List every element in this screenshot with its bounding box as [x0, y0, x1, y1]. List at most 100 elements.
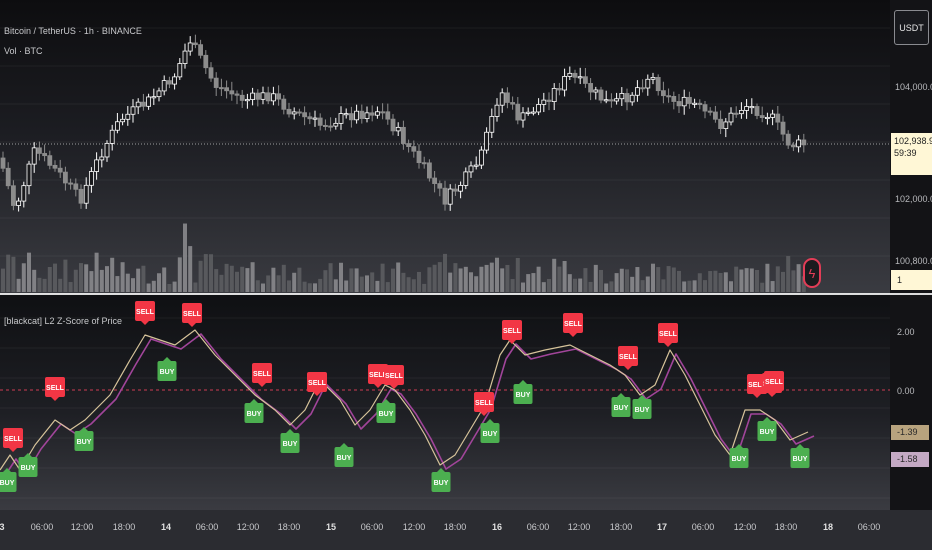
svg-text:BUY: BUY: [283, 441, 298, 448]
time-tick: 12:00: [733, 522, 757, 532]
candle-body: [406, 143, 412, 147]
time-tick: 17: [656, 522, 668, 532]
candle-body: [156, 90, 162, 98]
svg-text:BUY: BUY: [434, 480, 449, 487]
time-axis[interactable]: [0, 510, 932, 550]
candle-body: [296, 111, 302, 114]
volume-bar: [775, 266, 780, 292]
candle-body: [364, 112, 370, 119]
svg-text:BUY: BUY: [483, 431, 498, 438]
candle-body: [374, 111, 380, 116]
time-tick: 06:00: [30, 522, 54, 532]
candle-body: [661, 90, 666, 97]
candle-body: [426, 162, 432, 179]
candle-body: [140, 101, 146, 107]
buy-signal: BUY: [431, 468, 451, 492]
candle-body: [494, 104, 500, 117]
candle-body: [780, 121, 786, 135]
candle-body: [307, 116, 313, 120]
volume-bar: [489, 262, 494, 292]
volume-bar: [765, 263, 770, 292]
buy-signal: BUY: [280, 429, 300, 453]
volume-bar: [131, 278, 135, 292]
time-tick: 12:00: [70, 522, 94, 532]
volume-bar: [692, 280, 697, 292]
volume-bar: [671, 267, 676, 292]
svg-text:SELL: SELL: [253, 371, 272, 378]
time-tick: 06:00: [195, 522, 219, 532]
volume-bar: [120, 262, 125, 292]
volume-bar: [16, 278, 21, 292]
volume-bar: [297, 267, 302, 292]
candle-body: [385, 111, 391, 120]
volume-bar: [177, 257, 182, 292]
currency-button[interactable]: USDT: [894, 10, 929, 45]
volume-bar: [781, 271, 785, 292]
candle-body: [499, 92, 505, 106]
sell-signal: SELL: [307, 372, 327, 396]
volume-bar: [391, 268, 395, 292]
candle-body: [104, 143, 110, 158]
price-tick: 102,000.00: [895, 194, 932, 204]
pane-divider[interactable]: [0, 293, 932, 295]
price-pane[interactable]: [0, 0, 890, 294]
candle-body: [765, 116, 770, 119]
candle-body: [265, 92, 271, 102]
candle-body: [73, 183, 79, 190]
time-tick: 06:00: [526, 522, 550, 532]
price-tick: 100,800.00: [895, 256, 932, 266]
volume-bar: [6, 254, 11, 292]
volume-bar: [313, 283, 317, 292]
sell-signal: SELL: [384, 365, 404, 389]
time-tick: 18: [822, 522, 834, 532]
candle-body: [172, 76, 178, 85]
volume-bar: [63, 259, 68, 292]
volume-bar: [609, 281, 614, 292]
buy-signal: BUY: [632, 395, 652, 419]
volume-bar: [401, 272, 406, 292]
candle-body: [588, 83, 593, 93]
time-tick: 12:00: [402, 522, 426, 532]
volume-bar: [500, 268, 505, 292]
candle-body: [442, 187, 448, 205]
volume-bar: [245, 268, 250, 292]
volume-bar: [344, 280, 349, 292]
candle-body: [614, 98, 619, 102]
time-tick: 18:00: [774, 522, 798, 532]
z-tick: 2.00: [897, 327, 915, 337]
svg-text:BUY: BUY: [379, 411, 394, 418]
volume-bar: [240, 266, 245, 292]
candle-body: [244, 99, 250, 102]
candle-body: [255, 92, 261, 100]
sell-signal: SELL: [563, 313, 583, 337]
svg-text:BUY: BUY: [793, 456, 808, 463]
candle-body: [416, 150, 422, 164]
svg-text:SELL: SELL: [475, 400, 494, 407]
svg-text:SELL: SELL: [308, 380, 327, 387]
volume-bar: [94, 252, 99, 292]
volume-bar: [453, 263, 458, 292]
volume-bar: [37, 277, 42, 292]
volume-bar: [521, 282, 525, 292]
candle-body: [135, 101, 141, 108]
time-tick: 18:00: [609, 522, 633, 532]
candle-body: [0, 157, 6, 169]
candle-body: [99, 156, 105, 161]
candle-body: [713, 111, 718, 120]
volume-bar: [261, 283, 265, 292]
candle-body: [681, 96, 687, 107]
volume-bar: [796, 264, 801, 292]
time-tick: 16: [491, 522, 503, 532]
volume-bar: [209, 254, 213, 292]
volume-bar: [583, 268, 588, 292]
volume-bar: [760, 282, 765, 292]
lightning-icon[interactable]: ϟ: [803, 258, 821, 288]
candle-body: [421, 162, 427, 165]
volume-bar: [323, 270, 328, 292]
volume-bar: [645, 276, 650, 292]
candle-body: [531, 111, 536, 114]
candle-body: [333, 122, 339, 127]
volume-bar: [333, 279, 338, 292]
candle-body: [702, 104, 708, 112]
candle-body: [229, 90, 235, 95]
